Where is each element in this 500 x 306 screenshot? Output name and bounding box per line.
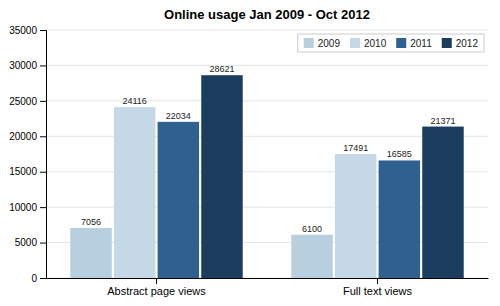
y-tick-label: 25000	[9, 96, 37, 107]
y-axis: 0 5000 10000 15000 20000 25000 30000 35000	[9, 25, 46, 284]
y-tick: 35000	[9, 25, 46, 36]
y-tick-mark	[40, 101, 46, 102]
bar	[379, 160, 420, 278]
y-tick-label: 30000	[9, 60, 37, 71]
bar	[158, 122, 199, 278]
legend-label: 2011	[410, 38, 432, 49]
y-tick: 25000	[9, 96, 46, 107]
y-tick: 15000	[9, 166, 46, 177]
y-tick: 30000	[9, 60, 46, 71]
bar	[291, 235, 332, 278]
data-label: 7056	[81, 217, 101, 227]
y-tick-label: 0	[31, 273, 37, 284]
legend-swatch	[442, 38, 452, 48]
bar	[114, 107, 155, 278]
bar	[70, 228, 111, 278]
y-tick-mark	[40, 136, 46, 137]
legend-item: 2009	[304, 38, 341, 49]
legend-swatch	[350, 38, 360, 48]
data-label: 24116	[122, 96, 146, 106]
x-tick-label: Full text views	[343, 285, 413, 297]
y-tick: 0	[31, 273, 46, 284]
legend-swatch	[304, 38, 314, 48]
title: Online usage Jan 2009 - Oct 2012	[164, 7, 370, 22]
grid	[46, 30, 488, 278]
y-tick-label: 20000	[9, 131, 37, 142]
y-tick-label: 10000	[9, 202, 37, 213]
bar	[422, 127, 463, 278]
grid-line	[46, 136, 488, 137]
y-tick-mark	[40, 65, 46, 66]
data-label: 16585	[387, 149, 412, 159]
y-tick-label: 35000	[9, 25, 37, 36]
y-tick: 5000	[15, 237, 46, 248]
y-axis-line	[40, 31, 47, 279]
legend-item: 2012	[442, 38, 479, 49]
grid-line	[46, 242, 488, 243]
legend-label: 2012	[456, 38, 479, 49]
grid-line	[46, 278, 488, 279]
y-tick-mark	[40, 30, 46, 31]
data-labels: 7056 6100 24116 17491 22034 16585 28621 21371	[81, 64, 455, 234]
data-label: 21371	[430, 116, 455, 126]
chart: 0 5000 10000 15000 20000 25000 30000 35000 Abstr…	[0, 0, 500, 306]
y-tick-mark	[40, 243, 46, 244]
grid-line	[46, 207, 488, 208]
legend-item: 2010	[350, 38, 387, 49]
legend-label: 2009	[318, 38, 341, 49]
y-tick-label: 5000	[15, 237, 38, 248]
x-tick: Full text views	[343, 278, 413, 297]
y-tick: 20000	[9, 131, 46, 142]
legend-item: 2011	[396, 38, 432, 49]
bar	[335, 154, 376, 278]
data-label: 28621	[209, 64, 234, 74]
data-label: 6100	[302, 224, 322, 234]
y-tick-mark	[40, 207, 46, 208]
x-tick-mark	[156, 278, 157, 284]
grid-line	[46, 171, 488, 172]
grid-line	[46, 30, 488, 31]
legend-swatch	[396, 38, 406, 48]
x-tick-mark	[377, 278, 378, 284]
x-tick-label: Abstract page views	[107, 285, 206, 297]
x-tick: Abstract page views	[107, 278, 206, 297]
grid-line	[46, 65, 488, 66]
legend-box	[298, 34, 484, 52]
legend-label: 2010	[364, 38, 387, 49]
y-tick-label: 15000	[9, 166, 37, 177]
bars	[70, 75, 463, 278]
x-axis: Abstract page views Full text views	[47, 278, 489, 297]
grid-line	[46, 100, 488, 101]
data-label: 22034	[166, 111, 191, 121]
bar	[201, 75, 242, 278]
y-tick: 10000	[9, 202, 46, 213]
data-label: 17491	[343, 143, 368, 153]
y-tick-mark	[40, 278, 46, 279]
legend: 2009 2010 2011 2012	[298, 34, 484, 52]
plot: 0 5000 10000 15000 20000 25000 30000 35000 Abstr…	[9, 25, 488, 297]
x-axis-line	[47, 278, 489, 279]
y-tick-mark	[40, 172, 46, 173]
